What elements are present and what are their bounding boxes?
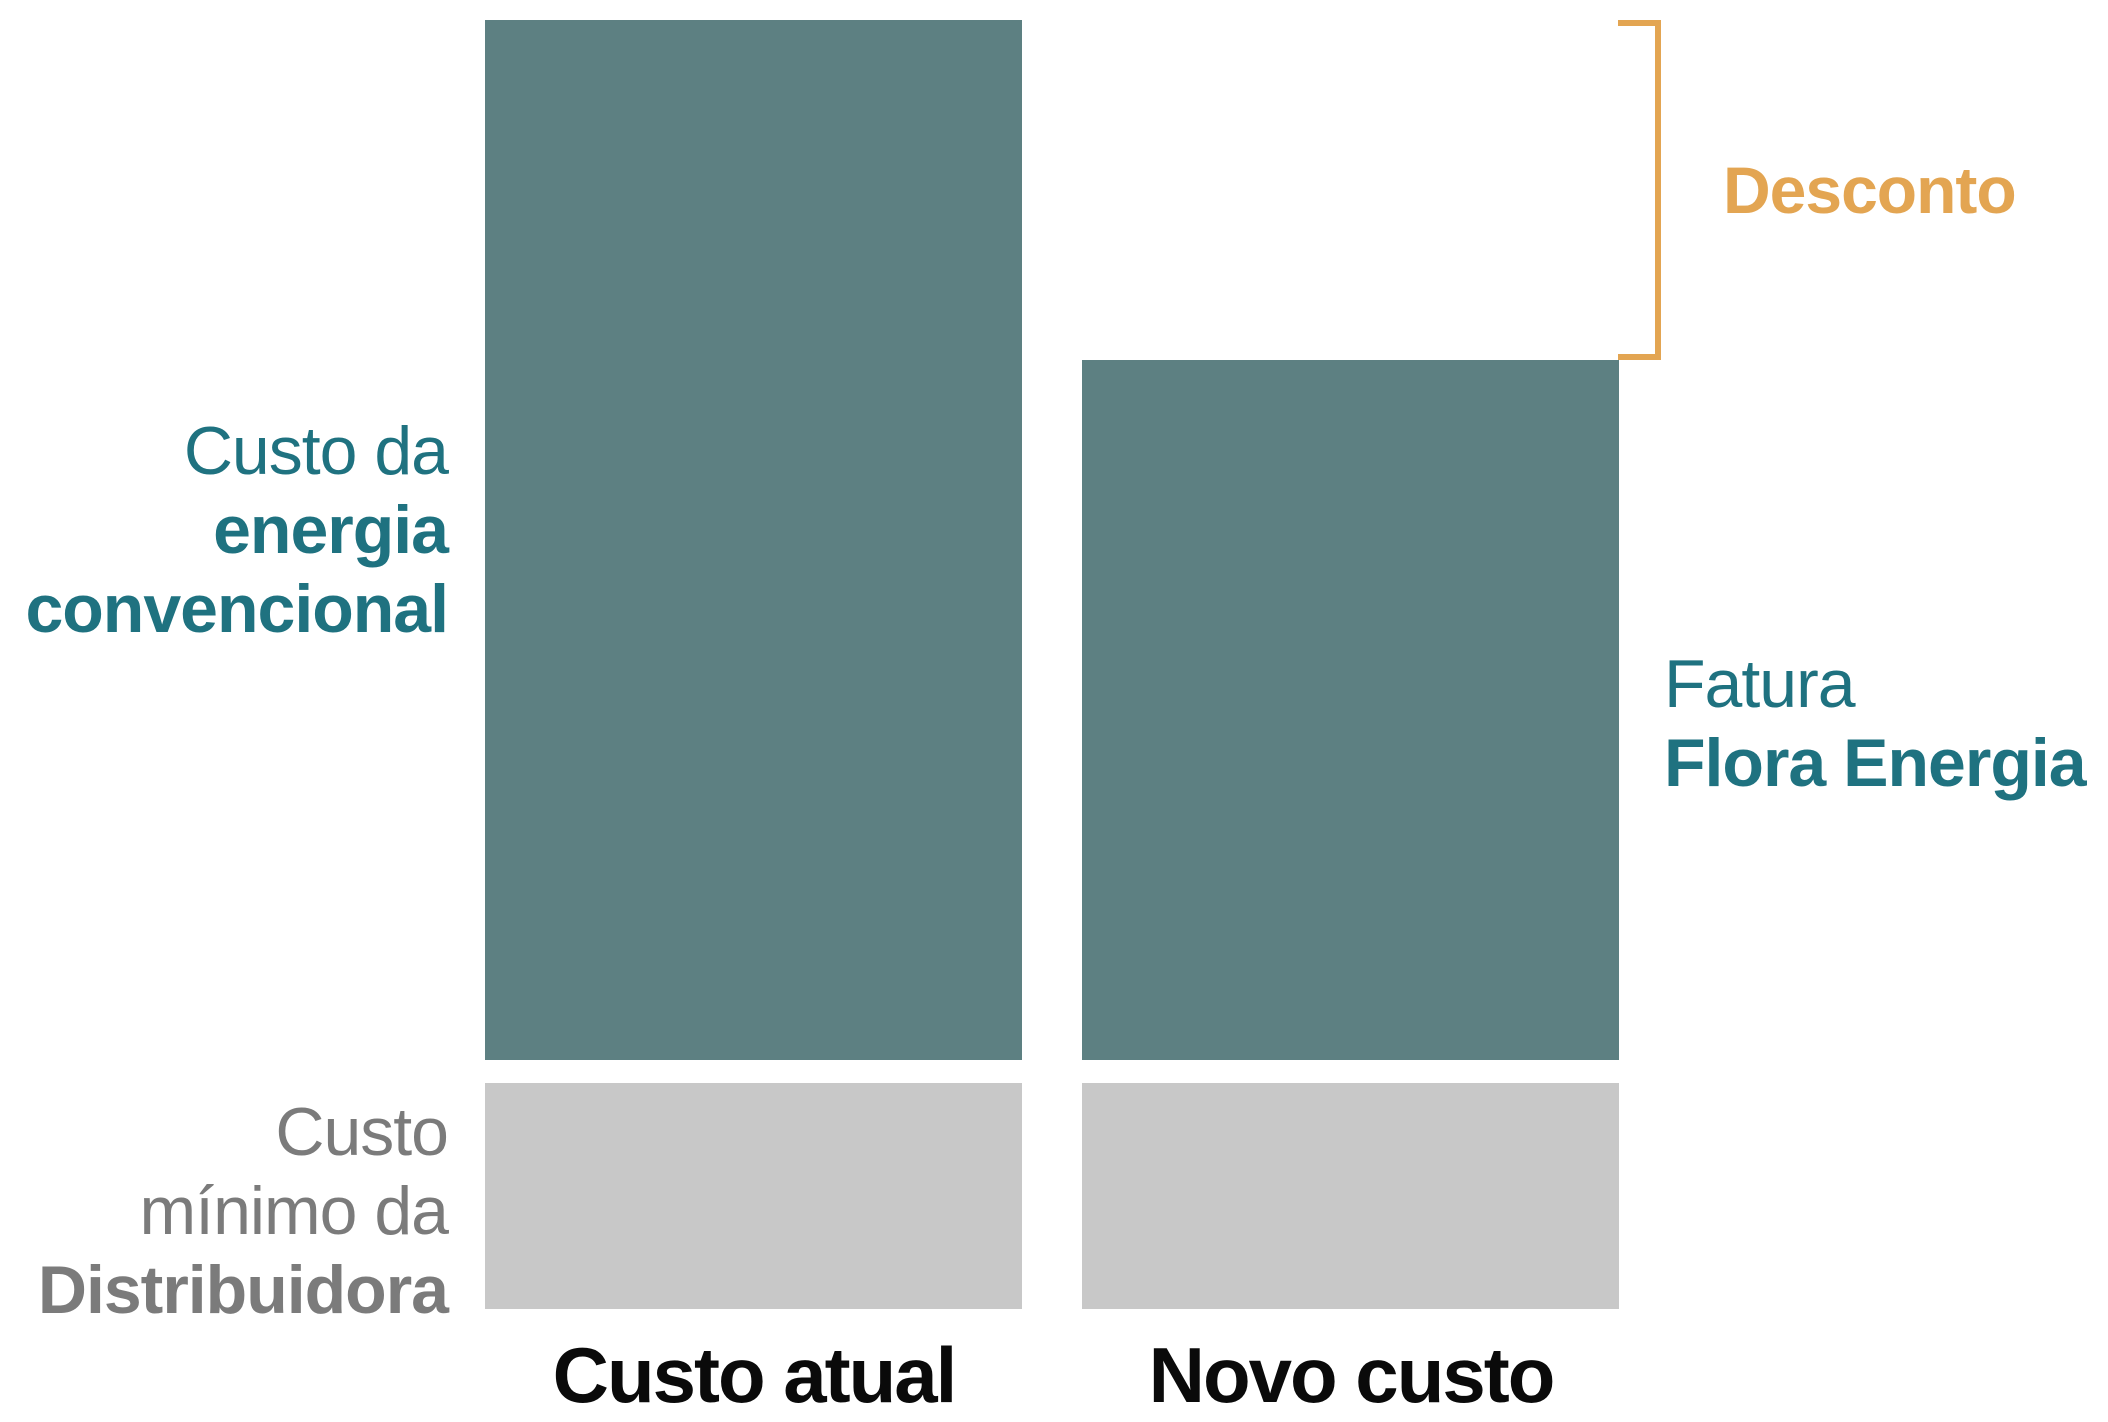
conventional-energy-label: Custo da energia convencional — [25, 412, 449, 649]
distributor-label-line1: Custo — [275, 1094, 449, 1170]
discount-bracket — [1618, 20, 1664, 360]
distribution-cost-bar-current — [485, 1083, 1022, 1309]
flora-invoice-label: Fatura Flora Energia — [1664, 645, 2087, 803]
discount-label: Desconto — [1723, 153, 2017, 227]
distributor-label-line2: mínimo da — [139, 1172, 449, 1249]
distribution-cost-bar-new — [1082, 1083, 1619, 1309]
flora-invoice-label-line1: Fatura — [1664, 646, 1856, 722]
conventional-energy-label-line1: Custo da — [183, 413, 449, 489]
conventional-energy-label-line2: energia — [213, 491, 449, 568]
energy-cost-bar-current — [485, 20, 1022, 1060]
conventional-energy-label-line3: convencional — [25, 570, 449, 647]
energy-cost-bar-new — [1082, 360, 1619, 1060]
distributor-label-line3: Distribuidora — [37, 1251, 449, 1328]
category-label-new: Novo custo — [1148, 1331, 1556, 1419]
distributor-minimum-label: Custo mínimo da Distribuidora — [37, 1093, 449, 1330]
category-label-current: Custo atual — [552, 1331, 958, 1419]
flora-invoice-label-line2: Flora Energia — [1664, 724, 2087, 801]
